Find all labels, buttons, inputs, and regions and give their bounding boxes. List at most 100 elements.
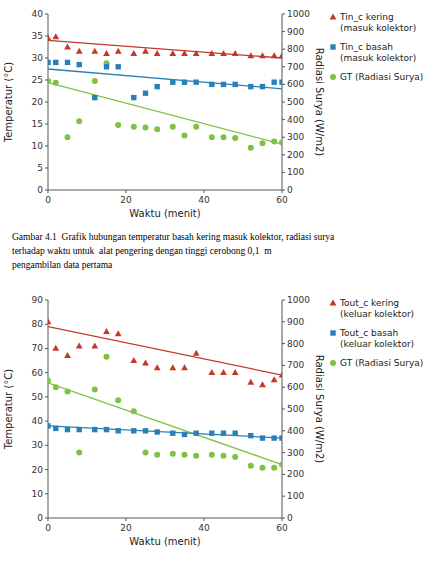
x-tick (126, 190, 127, 193)
point (209, 431, 214, 436)
point (194, 80, 199, 85)
y-tick (45, 445, 48, 446)
y-tick-label: 70 (32, 343, 44, 353)
y2-tick-label: 300 (287, 448, 304, 458)
point (65, 389, 71, 395)
y2-axis-label: Radiasi Surya (W/m2) (314, 48, 325, 157)
trend-line (48, 69, 282, 89)
y2-tick (282, 102, 285, 103)
y-tick-label: 20 (32, 465, 44, 475)
point (116, 64, 121, 69)
trend-line (48, 83, 282, 145)
x-axis-label: Waktu (menit) (129, 536, 200, 547)
x-tick-label: 40 (198, 195, 210, 205)
point (247, 52, 254, 58)
y-tick (45, 146, 48, 147)
point (131, 95, 136, 100)
point (209, 452, 215, 458)
point (221, 82, 226, 87)
y-tick-label: 0 (37, 185, 43, 195)
point (48, 60, 51, 65)
plot-area (48, 33, 282, 150)
point (116, 428, 121, 433)
y2-tick (282, 430, 285, 431)
y-tick (45, 518, 48, 519)
y-axis-line (48, 300, 49, 518)
point (233, 431, 238, 436)
y2-tick-label: 800 (287, 44, 304, 54)
y-tick (45, 300, 48, 301)
y2-tick-label: 400 (287, 115, 304, 125)
point (48, 378, 51, 384)
point (52, 345, 59, 351)
y2-tick (282, 154, 285, 155)
point (271, 465, 277, 471)
y-tick-label: 35 (32, 31, 43, 41)
point (103, 50, 110, 56)
y-tick-label: 40 (32, 416, 44, 426)
y2-tick (282, 119, 285, 120)
point (130, 50, 137, 56)
caption-line: Gambar 4.1 Grafik hubungan temperatur ba… (12, 232, 335, 242)
y2-tick (282, 31, 285, 32)
x-tick (126, 518, 127, 521)
y-tick (45, 493, 48, 494)
point (53, 426, 58, 431)
y2-tick (282, 496, 285, 497)
y-tick (45, 190, 48, 191)
point (104, 354, 110, 360)
point (209, 134, 215, 140)
legend-label-line: (masuk kolektor) (340, 23, 416, 33)
point (92, 386, 98, 392)
point (260, 140, 266, 146)
x-tick-label: 0 (45, 195, 51, 205)
point (155, 84, 160, 89)
point (279, 435, 282, 440)
point (104, 64, 109, 69)
x-tick (204, 190, 205, 193)
point (91, 48, 98, 54)
legend-marker (330, 13, 337, 19)
point (182, 132, 188, 138)
point (53, 80, 59, 86)
y2-tick-label: 900 (287, 317, 304, 327)
x-tick-label: 40 (198, 523, 210, 533)
point (77, 427, 82, 432)
caption-line: pengambilan data pertama (12, 260, 113, 270)
chart: 0204060010203040506070809001002003004005… (3, 295, 423, 547)
point (221, 134, 227, 140)
x-tick-label: 60 (276, 523, 288, 533)
y2-tick (282, 190, 285, 191)
point (142, 48, 149, 54)
legend-label: GT (Radiasi Surya) (340, 358, 423, 368)
y-tick-label: 0 (37, 513, 43, 523)
y-tick-label: 5 (37, 163, 43, 173)
x-tick (204, 518, 205, 521)
y-tick (45, 14, 48, 15)
point (260, 465, 266, 471)
y2-tick-label: 800 (287, 339, 304, 349)
y2-tick (282, 343, 285, 344)
point (260, 435, 265, 440)
point (48, 423, 51, 428)
y-tick-label: 30 (32, 440, 44, 450)
point (279, 80, 282, 85)
y-tick-label: 20 (32, 97, 44, 107)
y2-tick-label: 1000 (287, 9, 310, 19)
legend-label: Tin_c basah(masuk kolektor) (339, 42, 416, 63)
point (248, 463, 254, 469)
y2-tick (282, 49, 285, 50)
figure: 0204060051015202530354001002003004005006… (0, 0, 426, 574)
legend-label-line: Tin_c basah (339, 42, 393, 52)
point (131, 124, 137, 130)
point (91, 342, 98, 348)
point (104, 427, 109, 432)
legend-label-line: GT (Radiasi Surya) (340, 358, 423, 368)
point (247, 379, 254, 385)
point (182, 452, 188, 458)
point (92, 95, 97, 100)
point (154, 452, 160, 458)
y-tick-label: 10 (32, 141, 44, 151)
point (169, 364, 176, 370)
point (154, 50, 161, 56)
